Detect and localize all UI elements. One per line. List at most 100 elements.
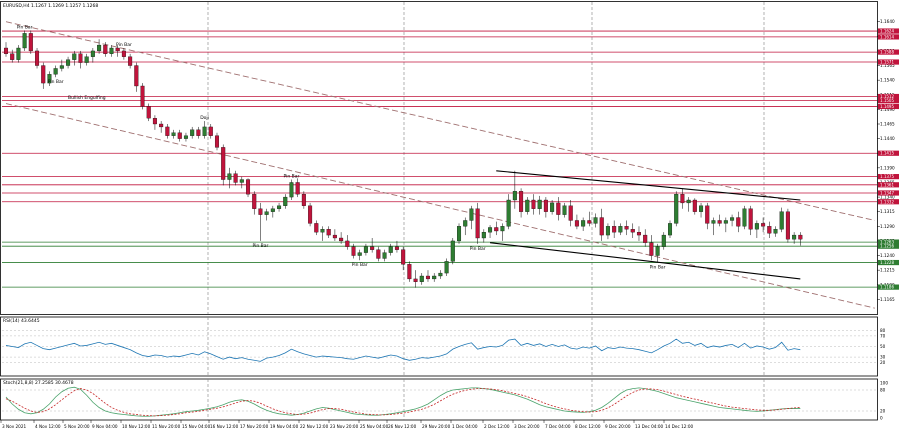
bearish-candle [214,135,220,148]
bearish-candle [308,205,313,224]
bearish-candle [612,226,617,233]
time-tick-label: 9 Dec 20:00 [605,424,631,429]
stochastic-pane[interactable]: 100 80 20 0 [0,378,889,421]
support-level-tag [878,239,899,245]
pattern-label: Pin Bar [253,243,269,249]
resistance-level-tag-label: 1.1512 [880,94,894,99]
bullish-candle [674,194,679,224]
time-tick-label: 2 Dec 12:00 [484,424,510,429]
price-tick-label: 1.1465 [880,122,895,127]
bullish-candle [66,59,71,66]
bullish-candle [90,50,95,57]
bearish-candle [221,147,226,180]
time-tick-label: 1 Dec 04:00 [452,424,478,429]
bearish-candle [717,220,722,224]
bearish-candle [624,226,629,230]
time-tick-label: 22 Nov 12:00 [300,424,329,429]
price-tick-label: 1.1315 [880,209,895,214]
price-pane-frame [0,1,878,315]
pattern-label: Pin Bar [470,246,486,252]
stochastic-level-label: 20 [880,409,886,414]
bullish-candle [537,199,542,209]
bullish-candle [289,182,294,198]
bearish-candle [574,220,579,227]
bearish-candle [345,240,350,247]
bullish-candle [661,234,666,247]
time-tick-label: 15 Nov 04:00 [182,424,211,429]
bullish-candle [723,220,728,224]
resistance-level-tag-label: 1.1588 [880,50,894,55]
rsi-level-label: 30 [880,355,886,360]
pattern-label: Pin Bar [352,262,368,268]
support-level-tag [878,243,899,249]
support-level-tag-label: 1.1186 [880,285,894,290]
bearish-candle [767,226,772,234]
bearish-candle [692,199,697,212]
bearish-candle [407,264,412,280]
bullish-candle [730,217,735,221]
bearish-candle [252,194,257,209]
bearish-candle [103,44,108,54]
bearish-candle [3,47,9,54]
rsi-level-label: 70 [880,333,886,338]
bearish-candle [332,234,337,239]
bearish-candle [314,223,319,233]
resistance-level-tag-label: 1.1415 [880,151,894,156]
bullish-candle [444,261,449,274]
resistance-level-tag [878,28,899,34]
stochastic-d-line [5,388,801,417]
bearish-candle [121,50,126,57]
bullish-candle [754,223,759,230]
rsi-level-label: 20 [880,360,886,365]
bullish-candle [773,229,778,234]
time-tick-label: 16 Nov 12:00 [210,424,239,429]
bearish-candle [798,234,803,240]
bearish-candle [233,173,238,183]
time-tick-label: 8 Dec 12:00 [575,424,601,429]
bullish-candle [488,227,493,233]
bearish-candle [705,205,710,224]
bearish-candle [556,202,561,215]
resistance-level-tag [878,199,899,205]
stochastic-level-label: 80 [880,388,886,393]
bearish-candle [339,237,344,242]
bullish-candle [270,208,275,212]
resistance-level-tag [878,182,899,188]
time-tick-label: 10 Nov 12:00 [122,424,151,429]
wedge-trendline [496,170,801,201]
bullish-candle [686,199,691,204]
bullish-candle [84,56,89,63]
time-tick-label: 13 Dec 04:00 [635,424,663,429]
bearish-candle [568,205,573,221]
bullish-candle [779,211,784,230]
time-tick-label: 23 Nov 20:00 [330,424,359,429]
bullish-candle [47,74,52,84]
bearish-candle [761,223,766,227]
bullish-candle [581,220,586,227]
bearish-candle [159,123,164,128]
price-pane[interactable]: 1.16401.16151.15901.15651.15401.15151.14… [0,1,900,315]
resistance-level-tag [878,34,899,40]
rsi-level-label: 50 [880,344,886,349]
time-tick-label: 4 Nov 12:00 [35,424,61,429]
bullish-candle [53,68,58,75]
bullish-candle [512,191,517,201]
pattern-label: Pin Bar [284,174,300,180]
bullish-candle [550,202,555,212]
support-level-tag-label: 1.1228 [880,260,894,265]
support-level-tag-label: 1.1263 [880,240,894,245]
bullish-candle [382,252,387,259]
time-tick-label: 5 Nov 20:00 [64,424,90,429]
bullish-candle [500,226,505,232]
bullish-candle [227,173,232,180]
bearish-candle [475,208,480,239]
resistance-level-tag [878,49,899,55]
rsi-line [5,338,801,362]
bullish-candle [450,240,455,262]
resistance-level-tag-label: 1.1361 [880,182,894,187]
bearish-candle [519,191,524,212]
pattern-label: Pin Bar [650,265,666,271]
bullish-candle [506,199,511,227]
